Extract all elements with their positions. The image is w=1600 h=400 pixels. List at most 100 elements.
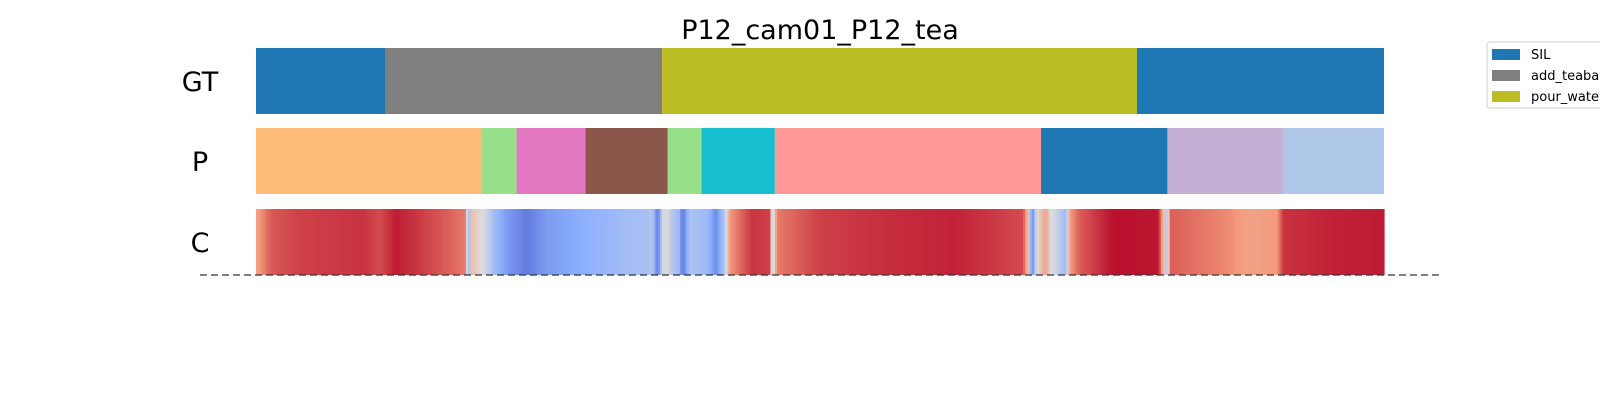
confidence-strip	[1059, 209, 1062, 275]
confidence-strip	[1356, 209, 1360, 275]
confidence-strip	[932, 209, 936, 275]
confidence-strip	[434, 209, 438, 275]
confidence-strip	[1370, 209, 1374, 275]
confidence-strip	[1151, 209, 1155, 275]
confidence-strip	[700, 209, 704, 275]
confidence-strip	[853, 209, 857, 275]
confidence-strip	[1122, 209, 1126, 275]
row-gt: GT	[182, 48, 1384, 114]
confidence-strip	[953, 209, 956, 275]
row-label: P	[192, 147, 208, 178]
confidence-strip	[540, 209, 544, 275]
confidence-strip	[1309, 209, 1313, 275]
confidence-strip	[341, 209, 345, 275]
legend-swatch	[1492, 49, 1520, 60]
row-p: P	[192, 128, 1384, 194]
confidence-strip	[1133, 209, 1137, 275]
confidence-strip	[1284, 209, 1288, 275]
confidence-strip	[1138, 209, 1141, 275]
confidence-strip	[743, 209, 747, 275]
legend-swatch	[1492, 91, 1520, 102]
segment	[385, 48, 663, 114]
confidence-strip	[463, 209, 467, 275]
confidence-strip	[786, 209, 790, 275]
confidence-strip	[328, 209, 332, 275]
confidence-strip	[912, 209, 916, 275]
confidence-strip	[459, 209, 462, 275]
confidence-strip	[1045, 209, 1049, 275]
confidence-strip	[971, 209, 975, 275]
confidence-strip	[1052, 209, 1056, 275]
confidence-strip	[824, 209, 828, 275]
segment	[1283, 128, 1384, 194]
confidence-strip	[1149, 209, 1153, 275]
confidence-strip	[871, 209, 875, 275]
confidence-strip	[398, 209, 401, 275]
confidence-strip	[549, 209, 553, 275]
segment	[1167, 128, 1284, 194]
confidence-strip	[783, 209, 787, 275]
confidence-strip	[745, 209, 749, 275]
confidence-strip	[323, 209, 327, 275]
confidence-strip	[407, 209, 411, 275]
confidence-strip	[1318, 209, 1322, 275]
confidence-strip	[1307, 209, 1311, 275]
confidence-strip	[271, 209, 275, 275]
confidence-strip	[835, 209, 839, 275]
confidence-strip	[691, 209, 695, 275]
confidence-strip	[883, 209, 887, 275]
confidence-strip	[964, 209, 968, 275]
confidence-strip	[438, 209, 442, 275]
confidence-strip	[856, 209, 859, 275]
confidence-strip	[659, 209, 663, 275]
confidence-strip	[343, 209, 347, 275]
confidence-strip	[1135, 209, 1139, 275]
confidence-strip	[1106, 209, 1110, 275]
confidence-strip	[941, 209, 945, 275]
confidence-strip	[553, 209, 557, 275]
confidence-strip	[1124, 209, 1128, 275]
confidence-strip	[995, 209, 999, 275]
confidence-strip	[1050, 209, 1053, 275]
confidence-strip	[483, 209, 487, 275]
confidence-strip	[332, 209, 336, 275]
confidence-strip	[677, 209, 681, 275]
confidence-strip	[510, 209, 514, 275]
confidence-strip	[1296, 209, 1299, 275]
confidence-strip	[1183, 209, 1187, 275]
confidence-strip	[280, 209, 284, 275]
confidence-strip	[486, 209, 489, 275]
segment	[1136, 48, 1384, 114]
confidence-strip	[1262, 209, 1266, 275]
confidence-strip	[711, 209, 715, 275]
confidence-strip	[256, 209, 259, 275]
confidence-strip	[980, 209, 984, 275]
confidence-strip	[533, 209, 537, 275]
confidence-strip	[689, 209, 693, 275]
confidence-strip	[779, 209, 783, 275]
confidence-strip	[283, 209, 286, 275]
confidence-strip	[1305, 209, 1308, 275]
confidence-strip	[1061, 209, 1065, 275]
confidence-strip	[1264, 209, 1268, 275]
confidence-strip	[695, 209, 699, 275]
confidence-strip	[844, 209, 848, 275]
confidence-strip	[1095, 209, 1099, 275]
confidence-strip	[1009, 209, 1013, 275]
confidence-strip	[416, 209, 420, 275]
confidence-strip	[907, 209, 911, 275]
confidence-strip	[519, 209, 523, 275]
segment	[256, 128, 482, 194]
confidence-strip	[655, 209, 659, 275]
confidence-strip	[418, 209, 422, 275]
confidence-strip	[366, 209, 370, 275]
confidence-strip	[1205, 209, 1209, 275]
confidence-strip	[594, 209, 598, 275]
confidence-strip	[470, 209, 474, 275]
confidence-strip	[551, 209, 555, 275]
confidence-strip	[765, 209, 769, 275]
confidence-strip	[1115, 209, 1119, 275]
confidence-strip	[409, 209, 413, 275]
confidence-strip	[616, 209, 620, 275]
confidence-strip	[648, 209, 652, 275]
